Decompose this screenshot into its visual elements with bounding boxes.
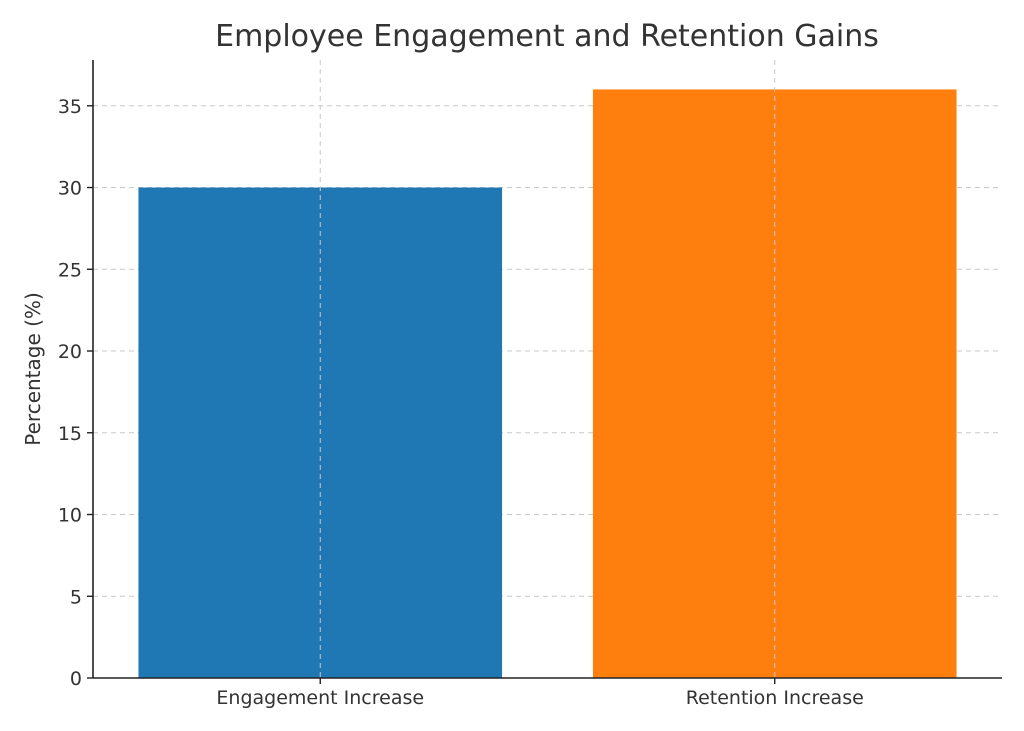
x-tick-label: Retention Increase: [686, 687, 864, 709]
vertical-grid-lines: [319, 60, 776, 678]
y-tick-label: 15: [58, 423, 82, 445]
x-tick-label: Engagement Increase: [216, 687, 424, 709]
axes: [87, 60, 1002, 684]
y-tick-label: 25: [58, 259, 82, 281]
y-tick-label: 10: [58, 505, 82, 527]
y-tick-labels: 0 5 10 15 20 25 30 35: [58, 96, 82, 690]
y-tick-label: 5: [70, 586, 82, 608]
y-tick-label: 30: [58, 178, 82, 200]
x-tick-labels: Engagement Increase Retention Increase: [216, 687, 863, 709]
y-tick-label: 35: [58, 96, 82, 118]
y-axis-label: Percentage (%): [21, 292, 45, 445]
chart-title: Employee Engagement and Retention Gains: [215, 19, 879, 54]
bars: [138, 89, 957, 678]
y-tick-label: 20: [58, 341, 82, 363]
y-tick-label: 0: [70, 668, 82, 690]
